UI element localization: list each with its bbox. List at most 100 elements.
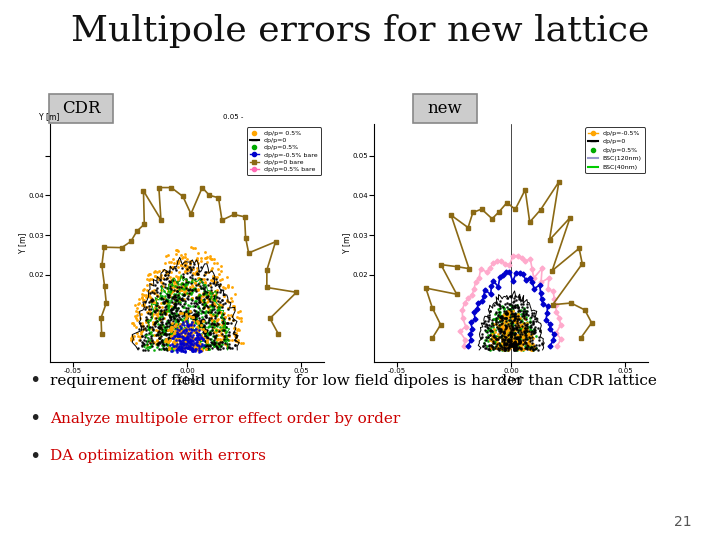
Point	[509, 318, 521, 327]
Point	[486, 341, 498, 350]
Point	[136, 332, 148, 340]
Point	[182, 332, 194, 341]
Point	[524, 318, 536, 327]
Point	[176, 332, 188, 340]
Point	[219, 299, 230, 308]
Point	[517, 332, 528, 341]
Point	[186, 320, 197, 329]
Point	[173, 296, 184, 305]
Point	[495, 343, 506, 352]
Point	[145, 316, 156, 325]
Point	[217, 313, 229, 322]
Point	[184, 289, 195, 298]
Point	[209, 287, 220, 295]
Point	[494, 345, 505, 353]
Point	[184, 260, 195, 268]
Point	[144, 274, 156, 283]
Point	[184, 285, 196, 294]
Point	[207, 264, 218, 272]
Point	[163, 286, 174, 295]
Point	[197, 317, 209, 326]
Point	[163, 322, 175, 330]
Point	[510, 333, 522, 341]
Point	[508, 340, 520, 349]
Point	[195, 329, 207, 338]
Point	[503, 307, 514, 315]
Point	[194, 337, 206, 346]
Point	[200, 345, 212, 353]
Point	[519, 315, 531, 323]
Point	[501, 346, 513, 354]
Point	[174, 273, 186, 281]
Point	[510, 314, 521, 323]
Point	[157, 294, 168, 303]
Point	[199, 327, 211, 335]
Point	[505, 341, 516, 349]
Point	[510, 312, 522, 320]
Point	[217, 338, 228, 346]
FancyBboxPatch shape	[49, 94, 113, 123]
Point	[192, 268, 203, 277]
Point	[509, 341, 521, 350]
Point	[162, 284, 174, 292]
Point	[138, 296, 150, 305]
Point	[131, 304, 143, 313]
Point	[174, 342, 186, 351]
Point	[176, 343, 188, 352]
Point	[212, 319, 223, 327]
Point	[161, 341, 173, 349]
Point	[210, 274, 221, 283]
Point	[505, 336, 517, 345]
Point	[495, 339, 507, 348]
Point	[510, 336, 522, 345]
Point	[202, 294, 213, 302]
Point	[161, 338, 173, 347]
Point	[176, 286, 187, 295]
Point	[197, 334, 209, 343]
Point	[506, 333, 518, 341]
Point	[484, 330, 495, 339]
Point	[490, 335, 502, 344]
Point	[516, 339, 528, 347]
Point	[506, 302, 518, 310]
Text: new: new	[427, 100, 462, 117]
Point	[208, 311, 220, 320]
Point	[211, 305, 222, 314]
Point	[168, 255, 179, 264]
Point	[181, 321, 193, 329]
Point	[504, 329, 516, 338]
Point	[137, 294, 148, 302]
Point	[507, 339, 518, 347]
Point	[206, 293, 217, 301]
Point	[492, 339, 504, 347]
Point	[140, 337, 151, 346]
Point	[490, 298, 501, 307]
Point	[202, 332, 213, 341]
Point	[143, 323, 155, 332]
Text: CDR: CDR	[62, 100, 100, 117]
Point	[155, 289, 166, 298]
Point	[160, 338, 171, 347]
Point	[186, 343, 197, 352]
Point	[186, 317, 198, 326]
Point	[518, 312, 529, 320]
Point	[154, 330, 166, 339]
Point	[193, 294, 204, 302]
Point	[179, 343, 190, 352]
Point	[208, 320, 220, 328]
Point	[182, 308, 194, 316]
Point	[132, 308, 144, 316]
Point	[501, 331, 513, 340]
Point	[160, 336, 171, 345]
Point	[508, 316, 520, 325]
Point	[493, 332, 505, 341]
Point	[523, 336, 535, 345]
Point	[503, 340, 514, 348]
Point	[202, 341, 213, 350]
Point	[515, 322, 526, 330]
Point	[505, 310, 516, 319]
Point	[494, 314, 505, 322]
Point	[197, 281, 209, 289]
Point	[160, 271, 171, 279]
Point	[173, 283, 184, 292]
